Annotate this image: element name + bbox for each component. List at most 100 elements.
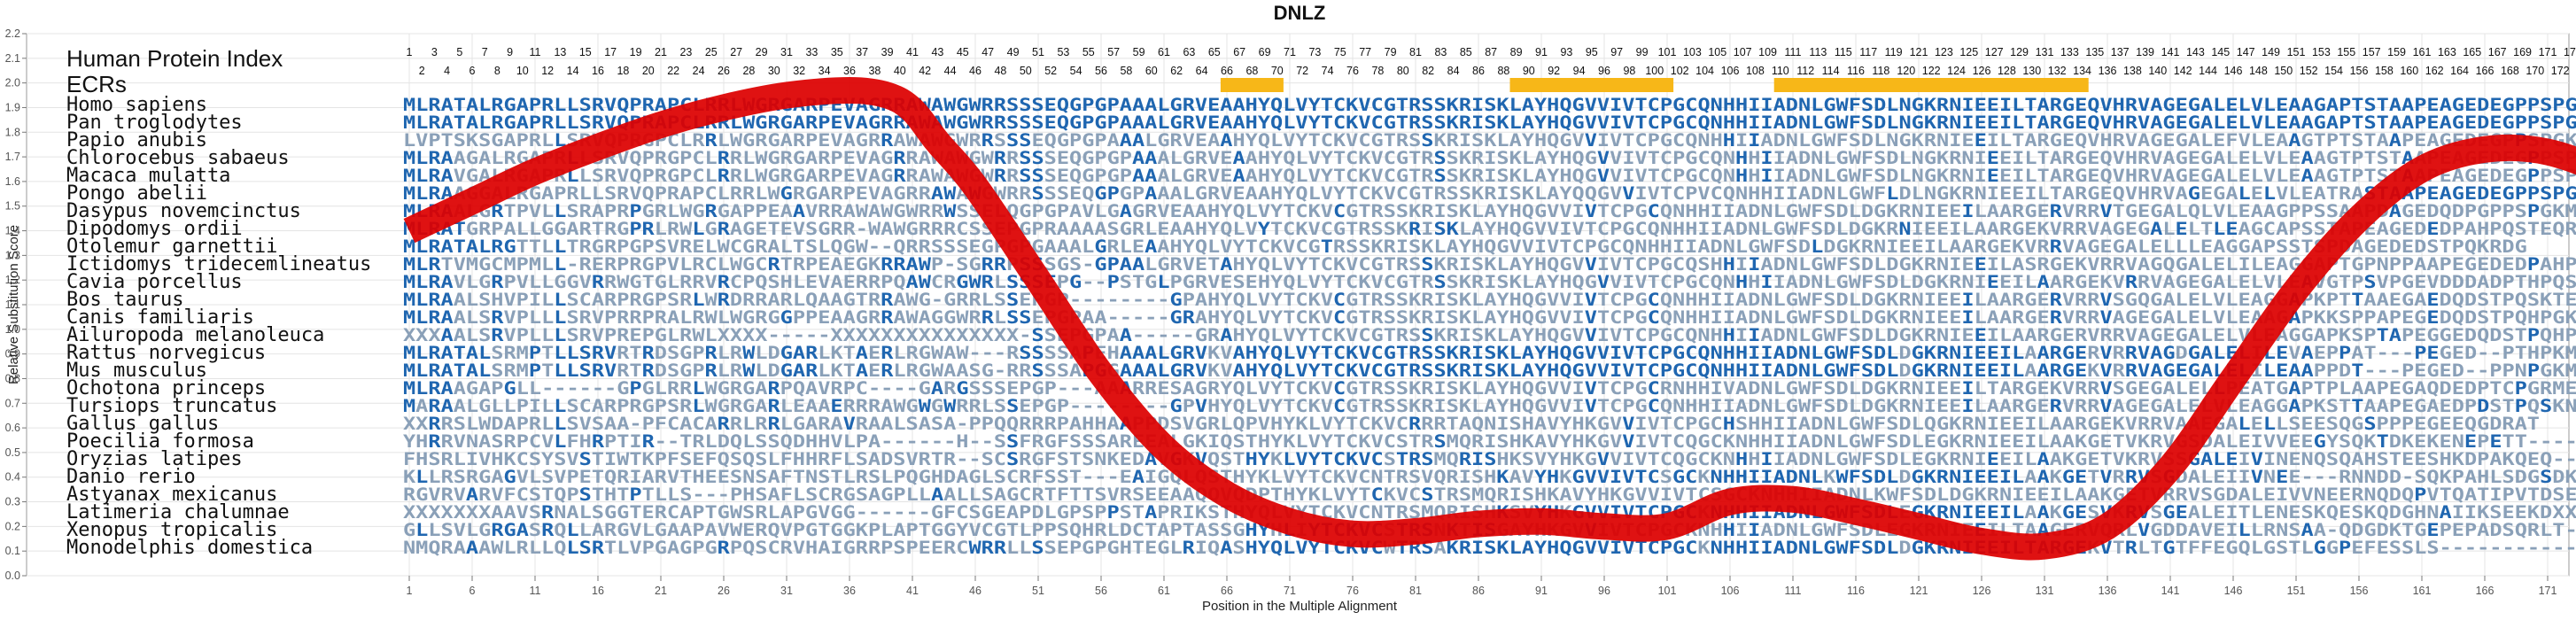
sequence-segment: GTRSSKRISKLAYHQGVVI (1346, 201, 1585, 221)
human-index-number: 77 (1359, 46, 1371, 58)
sequence-segment: C (1333, 201, 1346, 221)
human-index-number: 110 (1772, 65, 1789, 77)
x-tick-label: 166 (2476, 585, 2495, 597)
sequence-segment: G (931, 396, 943, 416)
sequence-segment: D (2477, 396, 2489, 416)
human-index-number: 11 (530, 46, 541, 58)
sequence-segment: VIVTCPGCQN (1610, 148, 1735, 168)
sequence-segment: G (1170, 290, 1183, 310)
sequence-segment: FH (566, 431, 591, 452)
sequence-segment: S (1031, 183, 1044, 204)
species-name: Pan troglodytes (66, 112, 243, 134)
species-name: Pongo abelii (66, 182, 207, 205)
y-tick-label: 0.7 (5, 397, 20, 409)
sequence-segment: L (554, 201, 566, 221)
sequence-segment: QNHHIIADNLGWFSDLDGKRNIEE (1660, 201, 1961, 221)
sequence-segment: R (541, 502, 555, 523)
sequence-segment: V (1585, 201, 1598, 221)
human-index-number: 94 (1573, 65, 1586, 77)
sequence-segment: E (1975, 254, 1987, 275)
sequence-segment: GAR (780, 360, 819, 381)
human-index-number: 47 (982, 46, 994, 58)
sequence-segment: L (554, 236, 566, 257)
sequence-segment: P (2527, 201, 2540, 221)
human-index-number: 162 (2425, 65, 2444, 77)
sequence-segment: E (868, 343, 881, 363)
sequence-segment: AHYQLVYTCKVCG (1157, 236, 1320, 257)
sequence-segment: SVSAA-PFCACA (566, 414, 718, 434)
sequence-segment: I (1748, 325, 1760, 345)
sequence-segment: ARGE (2037, 360, 2087, 381)
species-name: Tursiops truncatus (66, 395, 277, 417)
y-tick-label: 0.8 (5, 372, 20, 384)
sequence-segment: GRVEAAHYQLVYTCKV (1132, 201, 1334, 221)
human-index-number: 112 (1796, 65, 1814, 77)
sequence-segment: LGRVET (1144, 254, 1220, 275)
sequence-segment: RVAGEGALELVLE (2138, 272, 2301, 292)
sequence-segment: A (1220, 130, 1233, 151)
sequence-segment: I (1961, 307, 1974, 328)
sequence-segment: LL------G (516, 378, 630, 399)
sequence-segment: PQAVRPC----G (780, 378, 931, 399)
y-tick-label: 1.8 (5, 126, 20, 138)
human-index-number: 18 (617, 65, 629, 77)
sequence-segment: D (1898, 343, 1911, 363)
sequence-segment: W (742, 360, 756, 381)
sequence-segment: V (2251, 449, 2264, 469)
human-index-number: 144 (2199, 65, 2217, 77)
human-index-number: 173 (2564, 46, 2576, 58)
sequence-segment: PEPADSQRLT----- (2440, 520, 2576, 540)
sequence-segment: E (868, 360, 881, 381)
sequence-segment: S (1006, 396, 1019, 416)
sequence-segment: T (541, 360, 554, 381)
sequence-segment: A (1220, 325, 1233, 345)
y-tick-label: 1.7 (5, 151, 20, 163)
sequence-segment: SS (1019, 166, 1044, 186)
x-tick-label: 141 (2161, 585, 2180, 597)
sequence-segment: P (2339, 538, 2351, 558)
human-index-number: 152 (2300, 65, 2318, 77)
sequence-segment: RVAG (2125, 343, 2176, 363)
sequence-segment: E (2176, 219, 2188, 239)
sequence-segment: V (1597, 148, 1610, 168)
human-index-number: 34 (819, 65, 831, 77)
y-axis-label: Relative Substitution Score (6, 225, 21, 384)
sequence-segment: P (2339, 343, 2351, 363)
sequence-segment: V (1622, 414, 1635, 434)
sequence-segment: P (1107, 502, 1120, 523)
sequence-segment: G (504, 467, 516, 487)
human-index-number: 76 (1346, 65, 1359, 77)
sequence-segment: TTL (516, 236, 555, 257)
sequence-segment: VRR (2062, 201, 2100, 221)
sequence-segment: SEQGPGP (1044, 166, 1132, 186)
human-index-number: 10 (516, 65, 529, 77)
sequence-segment: R (767, 396, 780, 416)
sequence-segment: I (1421, 219, 1433, 239)
sequence-segment: GC (1672, 467, 1697, 487)
sequence-segment: R (642, 431, 656, 452)
sequence-segment: L (692, 378, 704, 399)
sequence-segment: V (1195, 396, 1208, 416)
human-index-number: 23 (679, 46, 692, 58)
sequence-segment: A (931, 484, 944, 505)
sequence-segment: ALEITLENESKQESKQDGHN (2188, 502, 2440, 523)
sequence-segment: TLVPGAGPG (604, 538, 718, 558)
human-index-number: 66 (1221, 65, 1233, 77)
sequence-segment: RSLWDAPRL (441, 414, 555, 434)
human-index-number: 80 (1397, 65, 1409, 77)
sequence-segment: A (1232, 166, 1245, 186)
sequence-segment: AWLRLLQ (478, 538, 566, 558)
sequence-segment: R (994, 166, 1007, 186)
sequence-segment: R (1006, 166, 1020, 186)
sequence-segment: S (1421, 130, 1433, 151)
sequence-segment: I (1735, 130, 1748, 151)
sequence-segment: KRISKLAYHQGVVIVTCPGC (1447, 538, 1698, 558)
sequence-segment: LLSRV (554, 343, 617, 363)
sequence-segment: Q (2527, 396, 2540, 416)
sequence-segment: G (1069, 272, 1082, 292)
sequence-segment: V (2099, 378, 2113, 399)
sequence-segment: RRESAGRYQLVYTCKV (1132, 378, 1334, 399)
sequence-segment: SRVPRRPRALRWLWGRG (566, 307, 780, 328)
sequence-segment: G (2314, 538, 2326, 558)
sequence-segment: TCPG (1597, 378, 1648, 399)
